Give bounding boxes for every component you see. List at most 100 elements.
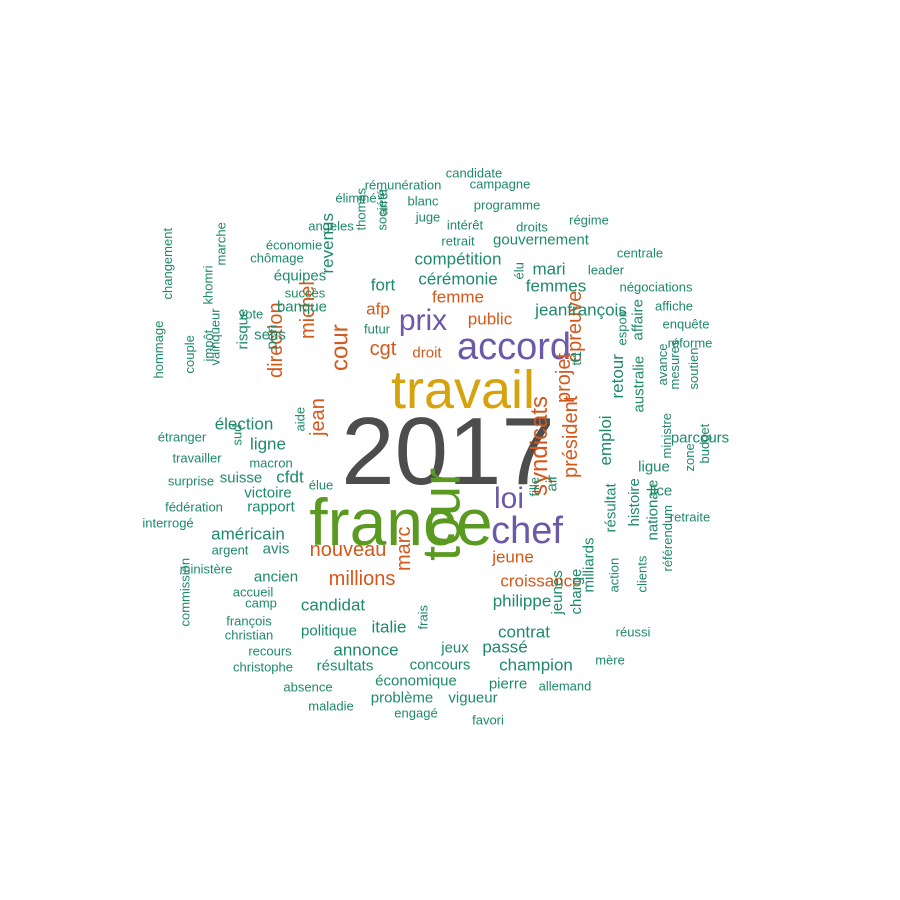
word-italie: italie xyxy=(371,617,407,637)
word-droits: droits xyxy=(516,219,548,235)
word-candidat: candidat xyxy=(300,595,366,615)
word-mari: mari xyxy=(532,259,566,279)
word-couple: couple xyxy=(181,335,197,374)
word-tf1: tf1 xyxy=(568,351,584,366)
word-politique: politique xyxy=(301,622,357,640)
word-cour: cour xyxy=(326,324,354,371)
word-ancien: ancien xyxy=(253,568,299,586)
word-ministere: ministère xyxy=(179,561,233,577)
word-resultat: résultat xyxy=(602,483,620,533)
word-loi: loi xyxy=(493,482,525,515)
word-marche: marche xyxy=(213,222,229,266)
word-vote: vote xyxy=(238,306,264,322)
word-ligue: ligue xyxy=(638,458,670,476)
word-election: élection xyxy=(214,414,274,434)
word-etranger: étranger xyxy=(157,429,207,445)
word-aide: aide xyxy=(292,406,308,432)
word-emploi: emploi xyxy=(595,415,615,466)
word-recours: recours xyxy=(248,643,292,659)
word-frais: frais xyxy=(415,604,431,630)
word-soutien: soutien xyxy=(686,347,702,390)
word-passe: passé xyxy=(482,637,528,657)
word-reussi: réussi xyxy=(615,624,651,640)
word-suisse: suisse xyxy=(219,469,263,487)
word-campagne: campagne xyxy=(469,176,531,192)
word-mere: mère xyxy=(595,652,625,668)
word-economique: économique xyxy=(375,672,457,690)
word-rapport: rapport xyxy=(247,498,295,516)
word-affaire: affaire xyxy=(629,299,647,341)
word-avis: avis xyxy=(262,540,290,558)
word-centrale: centrale xyxy=(616,245,664,261)
word-reforme: réforme xyxy=(667,335,713,351)
word-retour: retour xyxy=(607,354,627,399)
word-impot: impôt xyxy=(201,329,217,362)
word-christophe: christophe xyxy=(233,659,293,675)
word-budget: budget xyxy=(697,423,713,464)
word-croissance: croissance xyxy=(500,571,582,591)
word-gouvernement: gouvernement xyxy=(493,231,589,249)
word-france: france xyxy=(309,485,493,559)
word-economie: économie xyxy=(265,237,323,253)
word-favori: favori xyxy=(472,712,504,728)
word-juge: juge xyxy=(415,209,441,225)
word-commission: commission xyxy=(177,557,193,627)
word-president: président xyxy=(559,395,582,478)
word-jean: jean xyxy=(307,398,330,436)
word-sud: sud xyxy=(229,424,245,446)
word-cfdt: cfdt xyxy=(276,467,304,487)
word-tour: tour xyxy=(411,467,472,561)
word-millions: millions xyxy=(328,568,396,590)
word-competition: compétition xyxy=(414,249,502,269)
word-jeune: jeune xyxy=(492,547,534,567)
word-champion: champion xyxy=(499,655,573,675)
word-khomri: khomri xyxy=(200,265,216,305)
word-victoire: victoire xyxy=(244,484,292,502)
word-jeux: jeux xyxy=(441,639,469,657)
word-marc: marc xyxy=(392,526,415,571)
word-chef: chef xyxy=(491,510,563,552)
word-travail: travail xyxy=(390,360,536,420)
word-chomage: chômage xyxy=(250,250,304,266)
word-arret: arrêt xyxy=(375,188,391,216)
word-clients: clients xyxy=(634,555,650,593)
word-negociations: négociations xyxy=(619,279,693,295)
word-maladie: maladie xyxy=(308,698,354,714)
word-accueil: accueil xyxy=(232,584,274,600)
word-elimine: éliminé xyxy=(335,190,377,206)
word-changement: changement xyxy=(160,227,176,300)
word-hommage: hommage xyxy=(151,320,167,379)
word-fille: fille xyxy=(527,476,543,497)
word-leader: leader xyxy=(587,262,625,278)
word-probleme: problème xyxy=(370,689,434,707)
word-elu: élu xyxy=(511,262,527,280)
word-femmes: femmes xyxy=(525,276,587,296)
word-retrait: retrait xyxy=(441,233,475,249)
word-camp: camp xyxy=(245,595,277,611)
word-ligne: ligne xyxy=(250,434,286,454)
word-risque: risque xyxy=(234,308,252,350)
word-2017: 2017 xyxy=(341,398,555,505)
word-nouveau: nouveau xyxy=(309,539,387,561)
word-ceremonie: cérémonie xyxy=(418,269,498,289)
word-banque: banque xyxy=(276,298,328,316)
word-regime: régime xyxy=(569,212,609,228)
word-francois: françois xyxy=(226,613,272,629)
word-resultats: résultats xyxy=(316,657,374,675)
word-prix: prix xyxy=(398,304,448,337)
word-parcours: parcours xyxy=(670,429,730,447)
word-femme: femme xyxy=(432,287,484,307)
word-ministre: ministre xyxy=(659,412,675,459)
word-argent: argent xyxy=(211,542,249,558)
word-milliards: milliards xyxy=(580,537,598,593)
word-public: public xyxy=(467,309,513,329)
word-absence: absence xyxy=(283,679,333,695)
word-futur: futur xyxy=(363,321,391,337)
word-concours: concours xyxy=(409,656,471,674)
word-federation: fédération xyxy=(165,499,223,515)
word-pen: pen xyxy=(263,324,281,350)
word-histoire: histoire xyxy=(625,478,643,527)
word-programme: programme xyxy=(473,197,541,213)
word-candidate: candidate xyxy=(445,165,503,181)
word-enquete: enquête xyxy=(662,316,710,332)
